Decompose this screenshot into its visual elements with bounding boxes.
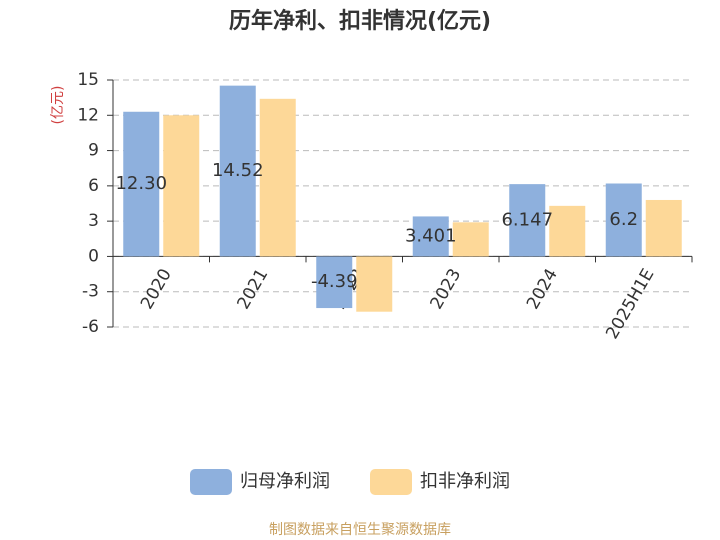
x-tick-label: 2025H1E	[602, 265, 658, 342]
bar	[549, 205, 586, 257]
legend-label: 扣非净利润	[420, 471, 510, 492]
y-tick-label: 12	[77, 105, 99, 125]
y-axis-label: (亿元)	[50, 86, 66, 125]
bar	[356, 256, 393, 312]
bar	[509, 184, 546, 257]
bar	[123, 111, 160, 257]
bar	[645, 199, 682, 257]
data-label: -4.39	[311, 271, 358, 292]
bar	[219, 85, 256, 257]
bar	[259, 98, 296, 257]
y-tick-label: -3	[82, 282, 99, 302]
y-tick-label: 0	[88, 246, 99, 266]
data-label: 14.52	[212, 160, 264, 181]
legend-swatch	[190, 469, 232, 495]
data-label: 6.147	[501, 209, 553, 230]
data-label: 3.401	[405, 225, 457, 246]
bar	[452, 222, 489, 257]
x-tick-label: 2024	[523, 265, 562, 312]
bar	[163, 115, 200, 257]
y-tick-label: 9	[88, 141, 99, 161]
legend-swatch	[370, 469, 412, 495]
x-tick-label: 2021	[233, 265, 272, 312]
y-tick-label: -6	[82, 317, 99, 337]
data-label: 12.30	[115, 173, 167, 194]
y-tick-label: 6	[88, 176, 99, 196]
legend-label: 归母净利润	[240, 471, 330, 492]
bar	[412, 216, 449, 257]
x-tick-label: 2020	[137, 265, 176, 312]
chart-title: 历年净利、扣非情况(亿元)	[229, 8, 491, 34]
bar	[605, 183, 642, 257]
source-note: 制图数据来自恒生聚源数据库	[269, 522, 451, 538]
bar	[316, 256, 353, 309]
x-tick-label: 2023	[426, 265, 465, 312]
y-tick-label: 15	[77, 70, 99, 90]
data-label: 6.2	[609, 209, 638, 230]
y-tick-label: 3	[88, 211, 99, 231]
